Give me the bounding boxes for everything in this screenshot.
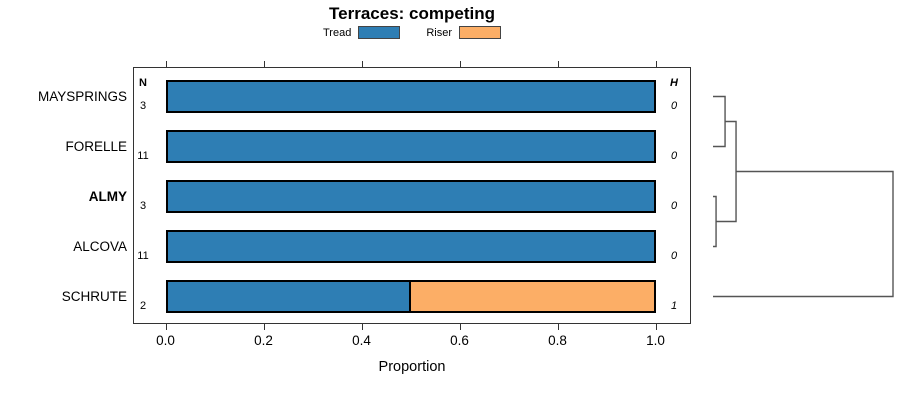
bar-segment-tread xyxy=(165,230,656,263)
x-tick-bottom xyxy=(165,324,167,330)
dendrogram-link xyxy=(716,120,737,223)
category-label: ALCOVA xyxy=(73,238,127,254)
x-tick-bottom xyxy=(557,324,559,330)
x-tick-label: 0.4 xyxy=(352,333,371,348)
x-axis-label: Proportion xyxy=(378,359,446,375)
x-tick-bottom xyxy=(459,324,461,330)
h-value: 0 xyxy=(670,150,678,162)
legend: Tread Riser xyxy=(133,26,691,39)
x-tick-top xyxy=(263,61,265,67)
x-tick-bottom xyxy=(361,324,363,330)
legend-item: Riser xyxy=(426,26,501,39)
h-value: 1 xyxy=(670,300,678,312)
x-tick-top xyxy=(361,61,363,67)
category-label: MAYSPRINGS xyxy=(37,88,127,104)
x-tick-top xyxy=(459,61,461,67)
n-value: 3 xyxy=(139,200,147,212)
x-tick-label: 1.0 xyxy=(646,333,665,348)
x-tick-top xyxy=(655,61,657,67)
x-tick-label: 0.8 xyxy=(548,333,567,348)
legend-swatch xyxy=(459,26,501,39)
h-value: 0 xyxy=(670,250,678,262)
dendrogram-link xyxy=(713,170,894,298)
bar-segment-riser xyxy=(408,280,656,313)
h-value: 0 xyxy=(670,200,678,212)
plot-box xyxy=(133,67,691,324)
x-tick-top xyxy=(165,61,167,67)
x-tick-label: 0.0 xyxy=(156,333,175,348)
n-value: 3 xyxy=(139,100,147,112)
n-value: 11 xyxy=(137,150,149,162)
legend-label: Riser xyxy=(426,26,452,39)
h-value: 0 xyxy=(670,100,678,112)
n-value: 2 xyxy=(139,300,147,312)
category-label: ALMY xyxy=(88,188,127,204)
legend-label: Tread xyxy=(323,26,352,39)
legend-item: Tread xyxy=(323,26,401,39)
bar-segment-tread xyxy=(165,130,656,163)
x-tick-top xyxy=(557,61,559,67)
x-tick-bottom xyxy=(655,324,657,330)
x-tick-label: 0.2 xyxy=(254,333,273,348)
x-tick-label: 0.6 xyxy=(450,333,469,348)
right-column-header: H xyxy=(670,77,678,89)
bar-segment-tread xyxy=(165,80,656,113)
chart-title: Terraces: competing xyxy=(329,4,495,23)
x-tick-bottom xyxy=(263,324,265,330)
dendrogram-link xyxy=(713,195,717,248)
n-value: 11 xyxy=(137,250,149,262)
category-label: FORELLE xyxy=(65,138,127,154)
dendrogram-link xyxy=(713,95,726,148)
left-column-header: N xyxy=(139,77,147,89)
bar-segment-tread xyxy=(165,180,656,213)
category-label: SCHRUTE xyxy=(61,288,127,304)
legend-swatch xyxy=(358,26,401,39)
bar-segment-tread xyxy=(165,280,411,313)
